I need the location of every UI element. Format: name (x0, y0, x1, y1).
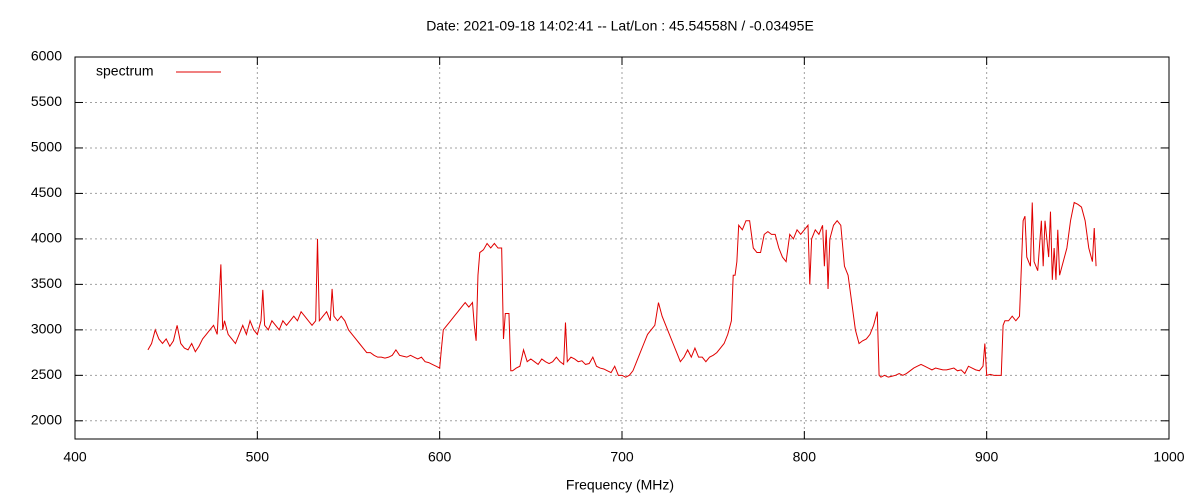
y-tick-label: 2000 (31, 412, 62, 428)
y-tick-label: 4000 (31, 230, 62, 246)
chart-title: Date: 2021-09-18 14:02:41 -- Lat/Lon : 4… (426, 18, 814, 34)
spectrum-line (147, 201, 1097, 378)
x-axis-label: Frequency (MHz) (566, 477, 674, 493)
y-tick-label: 5500 (31, 93, 62, 109)
plot-frame (74, 56, 1170, 440)
x-tick-label: 1000 (1153, 449, 1184, 465)
y-tick-label: 4500 (31, 184, 62, 200)
y-tick-label: 6000 (31, 48, 62, 64)
x-tick-label: 500 (246, 449, 270, 465)
x-tick-label: 800 (793, 449, 817, 465)
x-tick-label: 600 (428, 449, 452, 465)
x-tick-label: 900 (975, 449, 999, 465)
y-tick-label: 2500 (31, 366, 62, 382)
y-tick-label: 5000 (31, 139, 62, 155)
x-tick-label: 700 (610, 449, 634, 465)
y-tick-label: 3500 (31, 275, 62, 291)
x-tick-label: 400 (63, 449, 87, 465)
legend-label: spectrum (96, 63, 154, 79)
y-tick-label: 3000 (31, 321, 62, 337)
